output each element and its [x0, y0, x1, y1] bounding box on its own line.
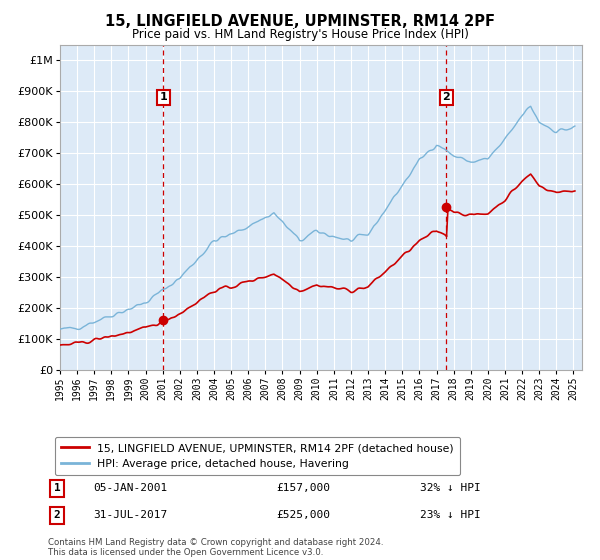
- Text: £525,000: £525,000: [276, 510, 330, 520]
- Text: £157,000: £157,000: [276, 483, 330, 493]
- Text: Contains HM Land Registry data © Crown copyright and database right 2024.
This d: Contains HM Land Registry data © Crown c…: [48, 538, 383, 557]
- Text: 2: 2: [53, 510, 61, 520]
- Legend: 15, LINGFIELD AVENUE, UPMINSTER, RM14 2PF (detached house), HPI: Average price, : 15, LINGFIELD AVENUE, UPMINSTER, RM14 2P…: [55, 437, 460, 475]
- Text: 23% ↓ HPI: 23% ↓ HPI: [420, 510, 481, 520]
- Text: 31-JUL-2017: 31-JUL-2017: [93, 510, 167, 520]
- Text: Price paid vs. HM Land Registry's House Price Index (HPI): Price paid vs. HM Land Registry's House …: [131, 28, 469, 41]
- Text: 2: 2: [443, 92, 451, 102]
- Text: 05-JAN-2001: 05-JAN-2001: [93, 483, 167, 493]
- Text: 15, LINGFIELD AVENUE, UPMINSTER, RM14 2PF: 15, LINGFIELD AVENUE, UPMINSTER, RM14 2P…: [105, 14, 495, 29]
- Text: 1: 1: [53, 483, 61, 493]
- Text: 1: 1: [160, 92, 167, 102]
- Text: 32% ↓ HPI: 32% ↓ HPI: [420, 483, 481, 493]
